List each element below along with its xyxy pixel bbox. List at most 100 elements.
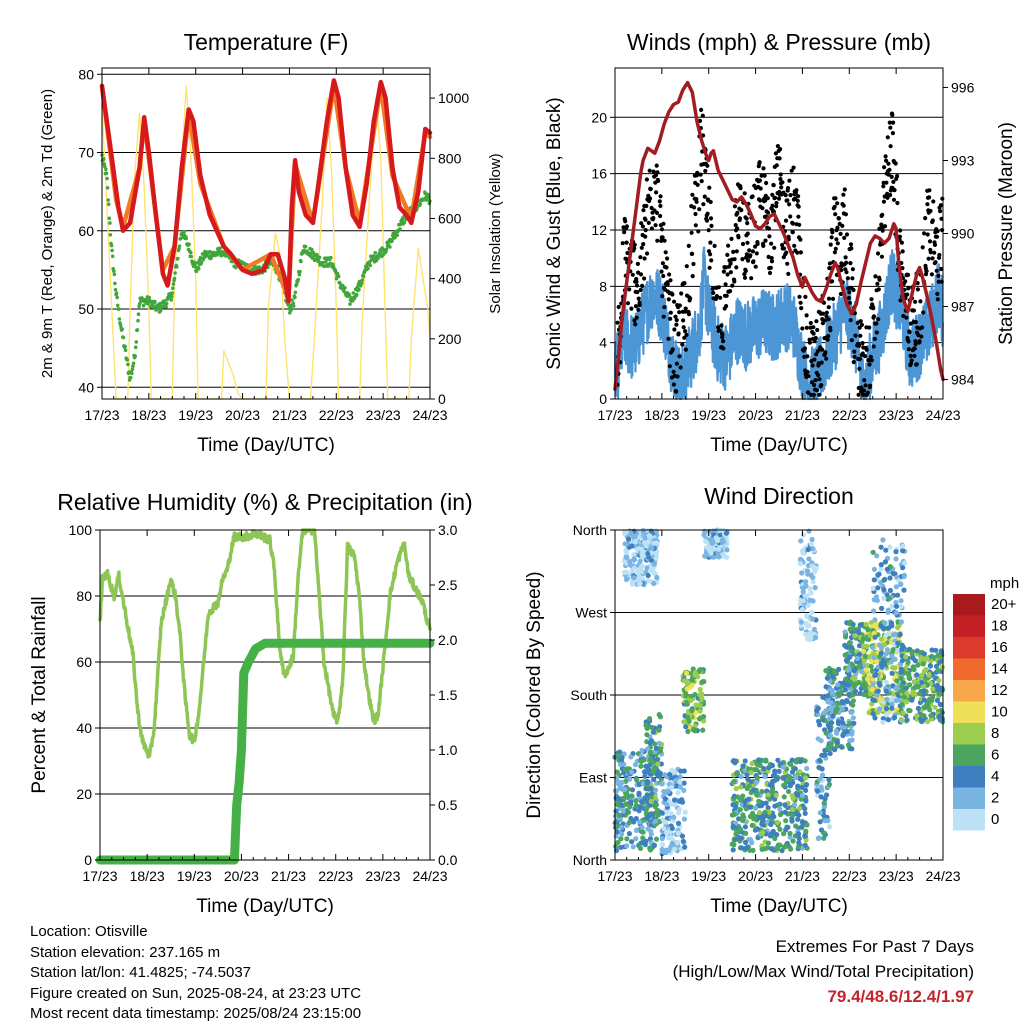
direction-point bbox=[888, 659, 894, 665]
gust-point bbox=[668, 310, 673, 315]
direction-point bbox=[871, 577, 877, 583]
direction-point bbox=[823, 684, 829, 690]
gust-point bbox=[769, 259, 775, 264]
direction-point bbox=[855, 629, 862, 635]
y-tick-label: 12 bbox=[591, 222, 607, 238]
series-2m-temperature bbox=[99, 78, 433, 304]
direction-point bbox=[754, 775, 761, 781]
gust-point bbox=[638, 272, 644, 277]
direction-point bbox=[614, 829, 620, 835]
gust-point bbox=[683, 347, 689, 352]
direction-point bbox=[660, 849, 666, 855]
x-tick-label: 20/23 bbox=[225, 407, 260, 423]
gust-point bbox=[616, 304, 621, 310]
direction-point bbox=[814, 788, 821, 794]
gust-point bbox=[780, 180, 785, 185]
gust-point bbox=[880, 212, 885, 217]
direction-point bbox=[745, 776, 751, 783]
y2-tick-label: 984 bbox=[951, 372, 975, 388]
gust-point bbox=[884, 180, 889, 185]
speed-colorbar: mph 20+ 18 16 14 12 10 8 6 4 2 0 bbox=[953, 575, 1019, 831]
direction-point bbox=[645, 746, 651, 752]
direction-point bbox=[749, 822, 755, 829]
direction-point bbox=[803, 787, 809, 794]
direction-point bbox=[685, 714, 691, 721]
direction-point bbox=[688, 698, 694, 704]
direction-point bbox=[648, 798, 654, 805]
gust-point bbox=[759, 173, 764, 178]
gust-point bbox=[732, 257, 737, 262]
gust-point bbox=[783, 193, 788, 198]
dewpoint-point bbox=[118, 323, 123, 327]
gust-point bbox=[721, 346, 726, 351]
dewpoint-point bbox=[357, 287, 361, 292]
direction-point bbox=[756, 810, 763, 816]
direction-point bbox=[763, 800, 769, 806]
direction-point bbox=[830, 674, 836, 680]
direction-point bbox=[781, 775, 787, 781]
dewpoint-point bbox=[153, 299, 157, 304]
gust-point bbox=[891, 179, 896, 184]
gust-point bbox=[871, 314, 877, 319]
dewpoint-point bbox=[120, 327, 124, 331]
direction-point bbox=[870, 608, 877, 614]
gust-point bbox=[842, 187, 847, 192]
gust-point bbox=[848, 242, 854, 247]
x-tick-label: 17/23 bbox=[84, 407, 119, 423]
direction-point bbox=[844, 682, 851, 688]
direction-point bbox=[777, 806, 783, 812]
direction-point bbox=[789, 757, 795, 763]
direction-point bbox=[887, 587, 894, 594]
gust-point bbox=[891, 120, 896, 125]
gust-point bbox=[677, 310, 682, 315]
gust-point bbox=[892, 188, 897, 193]
gust-point bbox=[780, 242, 785, 248]
gust-point bbox=[658, 194, 663, 199]
direction-point bbox=[797, 556, 804, 562]
direction-point bbox=[854, 655, 861, 662]
gust-point bbox=[731, 249, 736, 254]
dewpoint-point bbox=[343, 286, 347, 290]
gust-point bbox=[629, 306, 634, 311]
dewpoint-point bbox=[164, 301, 169, 306]
gust-point bbox=[858, 333, 863, 338]
gust-point bbox=[632, 246, 637, 251]
gust-point bbox=[659, 269, 664, 274]
dewpoint-point bbox=[125, 358, 130, 362]
direction-point bbox=[685, 728, 691, 735]
direction-point bbox=[904, 699, 910, 705]
direction-point bbox=[744, 772, 750, 778]
dewpoint-point bbox=[176, 256, 180, 261]
y-tick-label: 80 bbox=[78, 66, 94, 82]
direction-point bbox=[786, 788, 792, 795]
gust-point bbox=[778, 147, 783, 152]
direction-point bbox=[735, 794, 741, 800]
dewpoint-point bbox=[164, 305, 168, 309]
direction-point bbox=[920, 661, 926, 667]
direction-point bbox=[738, 835, 744, 841]
gust-point bbox=[806, 374, 811, 379]
gust-point bbox=[802, 346, 808, 351]
colorbar-label: 2 bbox=[991, 790, 999, 807]
gust-point bbox=[659, 227, 665, 232]
direction-point bbox=[637, 558, 643, 564]
direction-point bbox=[910, 664, 916, 670]
gust-point bbox=[846, 286, 851, 291]
direction-point bbox=[724, 547, 730, 553]
gust-point bbox=[642, 276, 647, 281]
colorbar-label: 4 bbox=[991, 768, 999, 785]
direction-point bbox=[664, 801, 670, 808]
direction-point bbox=[892, 714, 898, 721]
gust-point bbox=[677, 354, 682, 359]
gust-point bbox=[765, 210, 771, 215]
x-tick-label: 21/23 bbox=[272, 407, 307, 423]
gust-point bbox=[698, 172, 703, 177]
gust-point bbox=[787, 178, 792, 183]
direction-point bbox=[675, 839, 681, 845]
gust-point bbox=[913, 339, 918, 344]
gust-point bbox=[887, 167, 892, 172]
direction-point bbox=[772, 803, 778, 809]
gust-point bbox=[847, 290, 852, 295]
gust-point bbox=[807, 340, 813, 345]
direction-point bbox=[623, 554, 630, 561]
